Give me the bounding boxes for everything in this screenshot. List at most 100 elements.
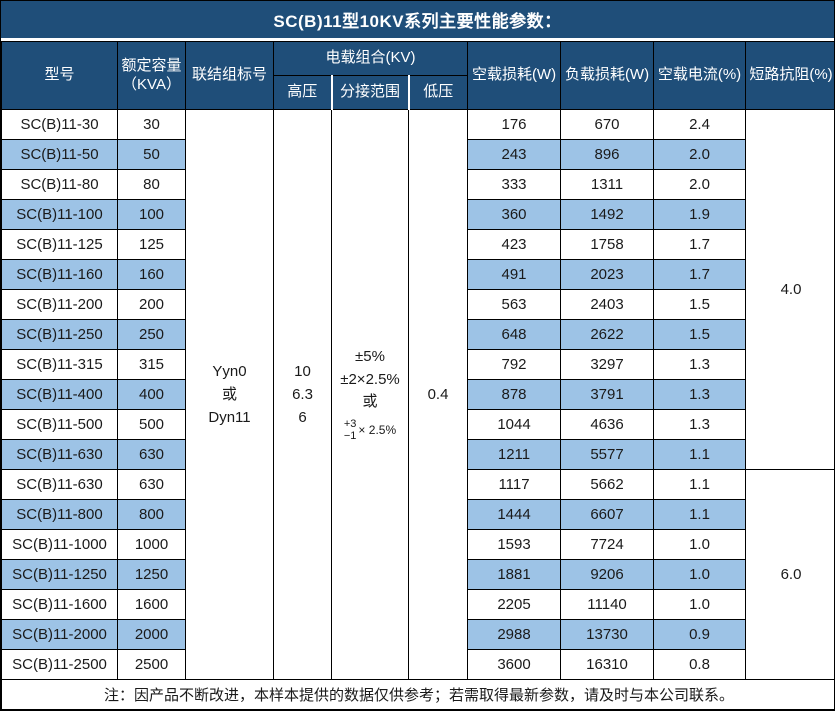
header-tap-range: 分接范围	[330, 75, 409, 110]
model-cell: SC(B)11-80	[1, 169, 118, 200]
no-load-loss-cell: 360	[467, 199, 562, 230]
table-row: SC(B)11-50 50 243 896 2.0	[1, 139, 835, 170]
no-load-loss-cell: 2988	[467, 619, 562, 650]
header-high-voltage: 高压	[273, 75, 332, 110]
no-load-current-cell: 1.1	[653, 439, 747, 470]
no-load-current-cell: 2.4	[653, 109, 747, 140]
table-row: SC(B)11-1000 1000 1593 7724 1.0	[1, 529, 835, 560]
no-load-current-cell: 1.3	[653, 349, 747, 380]
header-capacity-line2: （KVA）	[122, 75, 181, 93]
footer-note: 注：因产品不断改进，本样本提供的数据仅供参考；若需取得最新参数，请及时与本公司联…	[1, 679, 834, 710]
no-load-current-cell: 1.1	[653, 469, 747, 500]
capacity-cell: 315	[117, 349, 186, 380]
model-cell: SC(B)11-2500	[1, 649, 118, 680]
capacity-cell: 1600	[117, 589, 186, 620]
no-load-current-cell: 1.3	[653, 409, 747, 440]
model-cell: SC(B)11-200	[1, 289, 118, 320]
no-load-loss-cell: 1593	[467, 529, 562, 560]
no-load-loss-cell: 1117	[467, 469, 562, 500]
table-row: SC(B)11-160 160 491 2023 1.7	[1, 259, 835, 290]
load-loss-cell: 13730	[560, 619, 655, 650]
no-load-current-cell: 1.0	[653, 589, 747, 620]
tap-range-cell: ±5% ±2×2.5% 或 +3 −1 × 2.5%	[331, 109, 409, 680]
tap-range-line: ±2×2.5%	[340, 370, 400, 388]
header-impedance: 短路抗阻(%)	[745, 41, 834, 110]
tap-range-fraction: +3 −1 × 2.5%	[343, 417, 397, 443]
no-load-current-cell: 0.8	[653, 649, 747, 680]
no-load-loss-cell: 563	[467, 289, 562, 320]
capacity-cell: 630	[117, 469, 186, 500]
table-row: SC(B)11-2000 2000 2988 13730 0.9	[1, 619, 835, 650]
model-cell: SC(B)11-400	[1, 379, 118, 410]
table-row: SC(B)11-200 200 563 2403 1.5	[1, 289, 835, 320]
model-cell: SC(B)11-100	[1, 199, 118, 230]
model-cell: SC(B)11-30	[1, 109, 118, 140]
model-cell: SC(B)11-2000	[1, 619, 118, 650]
capacity-cell: 50	[117, 139, 186, 170]
no-load-loss-cell: 878	[467, 379, 562, 410]
load-loss-cell: 1311	[560, 169, 655, 200]
table-row: SC(B)11-125 125 423 1758 1.7	[1, 229, 835, 260]
capacity-cell: 630	[117, 439, 186, 470]
capacity-cell: 2500	[117, 649, 186, 680]
header-voltage-group: 电载组合(KV)	[272, 41, 469, 76]
tap-range-line: ±5%	[355, 348, 385, 366]
capacity-cell: 2000	[117, 619, 186, 650]
no-load-loss-cell: 2205	[467, 589, 562, 620]
capacity-cell: 200	[117, 289, 186, 320]
no-load-loss-cell: 792	[467, 349, 562, 380]
no-load-current-cell: 1.9	[653, 199, 747, 230]
capacity-cell: 250	[117, 319, 186, 350]
capacity-cell: 80	[117, 169, 186, 200]
table-body: SC(B)11-30 30 Yyn0 或 Dyn11 10 6.3 6 ±5% ±2×2.…	[1, 109, 835, 680]
no-load-loss-cell: 491	[467, 259, 562, 290]
no-load-current-cell: 1.3	[653, 379, 747, 410]
model-cell: SC(B)11-630	[1, 469, 118, 500]
model-cell: SC(B)11-250	[1, 319, 118, 350]
model-cell: SC(B)11-160	[1, 259, 118, 290]
load-loss-cell: 16310	[560, 649, 655, 680]
table-row: SC(B)11-1600 1600 2205 11140 1.0	[1, 589, 835, 620]
load-loss-cell: 5577	[560, 439, 655, 470]
low-voltage-cell: 0.4	[407, 109, 469, 680]
table-row: SC(B)11-315 315 792 3297 1.3	[1, 349, 835, 380]
header-connection: 联结组标号	[185, 41, 274, 110]
load-loss-cell: 896	[560, 139, 655, 170]
no-load-current-cell: 1.5	[653, 289, 747, 320]
load-loss-cell: 2023	[560, 259, 655, 290]
no-load-loss-cell: 333	[467, 169, 562, 200]
no-load-current-cell: 0.9	[653, 619, 747, 650]
model-cell: SC(B)11-1250	[1, 559, 118, 590]
table-row: SC(B)11-80 80 333 1311 2.0	[1, 169, 835, 200]
load-loss-cell: 1758	[560, 229, 655, 260]
header-load-loss: 负载损耗(W)	[560, 41, 655, 110]
no-load-current-cell: 2.0	[653, 169, 747, 200]
load-loss-cell: 670	[560, 109, 655, 140]
load-loss-cell: 3297	[560, 349, 655, 380]
no-load-loss-cell: 423	[467, 229, 562, 260]
table-row: SC(B)11-30 30 Yyn0 或 Dyn11 10 6.3 6 ±5% ±2×2.…	[1, 109, 834, 680]
table-row: SC(B)11-2500 2500 3600 16310 0.8	[1, 649, 835, 680]
impedance-cell: 6.0	[745, 469, 834, 680]
no-load-loss-cell: 1444	[467, 499, 562, 530]
no-load-current-cell: 1.0	[653, 559, 747, 590]
load-loss-cell: 2403	[560, 289, 655, 320]
table-header: 型号 额定容量 （KVA） 联结组标号 电载组合(KV) 空载损耗(W) 负载损…	[1, 41, 834, 110]
model-cell: SC(B)11-315	[1, 349, 118, 380]
table-row: SC(B)11-630 630 1117 5662 1.1 6.0	[1, 469, 834, 680]
load-loss-cell: 2622	[560, 319, 655, 350]
high-voltage-cell: 10 6.3 6	[273, 109, 332, 680]
table-row: SC(B)11-250 250 648 2622 1.5	[1, 319, 835, 350]
no-load-loss-cell: 1044	[467, 409, 562, 440]
tap-range-line: 或	[362, 393, 378, 411]
table-footer: 注：因产品不断改进，本样本提供的数据仅供参考；若需取得最新参数，请及时与本公司联…	[1, 679, 834, 710]
header-model: 型号	[1, 41, 118, 110]
capacity-cell: 160	[117, 259, 186, 290]
model-cell: SC(B)11-1000	[1, 529, 118, 560]
capacity-cell: 125	[117, 229, 186, 260]
no-load-current-cell: 2.0	[653, 139, 747, 170]
load-loss-cell: 7724	[560, 529, 655, 560]
no-load-current-cell: 1.5	[653, 319, 747, 350]
header-capacity-line1: 额定容量	[121, 56, 182, 74]
